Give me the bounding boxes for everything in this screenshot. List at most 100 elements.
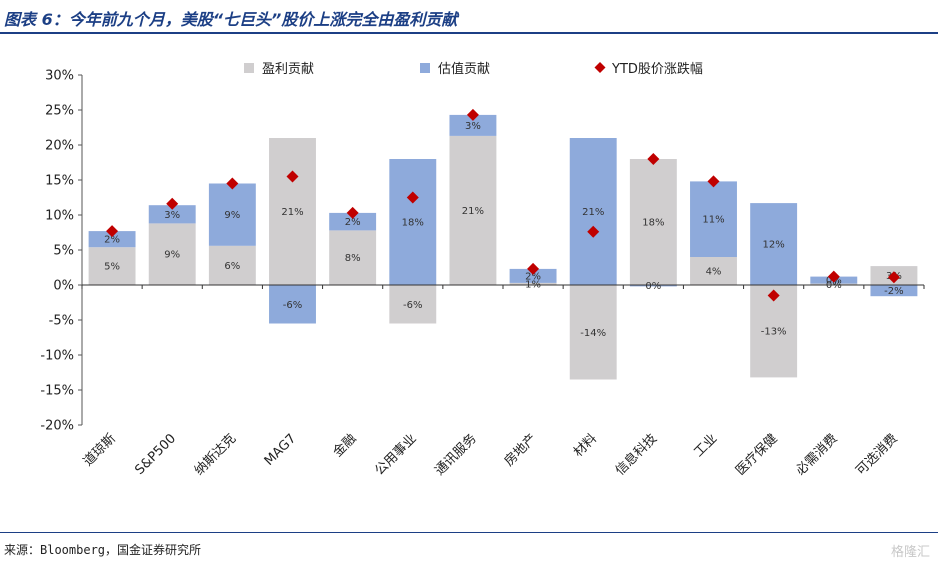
y-tick-label: 0% — [53, 279, 74, 294]
ytd-marker — [106, 225, 119, 238]
bar-valuation — [569, 138, 617, 285]
bar-earnings — [389, 285, 437, 324]
data-label-valuation: 12% — [763, 240, 785, 251]
bar-earnings — [569, 285, 617, 380]
ytd-marker — [226, 177, 239, 190]
x-category-label: 通讯服务 — [432, 431, 480, 479]
bar-earnings — [629, 159, 677, 285]
data-label-earnings: 18% — [642, 218, 664, 229]
bar-valuation — [449, 114, 497, 136]
data-label-valuation: 3% — [465, 121, 481, 132]
bar-valuation — [88, 231, 136, 248]
ytd-marker — [767, 289, 780, 302]
watermark: 格隆汇 — [890, 545, 930, 560]
y-tick-label: -20% — [40, 419, 74, 434]
data-label-earnings: 9% — [164, 250, 180, 261]
x-category-label: 房地产 — [501, 431, 540, 470]
bar-earnings — [449, 135, 497, 285]
x-category-label: MAG7 — [262, 431, 300, 469]
data-label-valuation: 2% — [525, 271, 541, 282]
bar-valuation — [690, 181, 737, 257]
data-label-earnings: 5% — [104, 262, 120, 273]
figure-title: 图表 6：今年前九个月，美股“七巨头”股价上涨完全由盈利贡献 — [4, 10, 458, 29]
data-label-valuation: 2% — [104, 235, 120, 246]
ytd-marker — [166, 197, 179, 210]
x-category-label: 道琼斯 — [81, 431, 119, 469]
bar-earnings — [208, 245, 256, 285]
legend-swatch-valuation — [420, 63, 430, 73]
plot-area: 30% 25% 20% 15% 10% 5% 0% -5% -10% -15% -20% 5% 2% 道琼… — [40, 69, 925, 479]
data-label-earnings: -13% — [761, 327, 787, 338]
y-tick-label: -5% — [49, 314, 74, 329]
bar-valuation — [389, 159, 437, 285]
bar-earnings — [509, 282, 557, 285]
bar-valuation — [329, 212, 377, 231]
x-category-label: S&P500 — [132, 431, 179, 478]
data-label-valuation: 0% — [645, 281, 661, 292]
bar-valuation — [148, 205, 196, 224]
x-category-label: 医疗保健 — [733, 431, 780, 478]
ytd-marker — [406, 191, 419, 204]
title-rule — [0, 32, 938, 34]
legend-label-earnings: 盈利贡献 — [262, 62, 314, 77]
y-tick-label: 20% — [45, 139, 74, 154]
legend-label-ytd: YTD股价涨跌幅 — [611, 61, 703, 77]
x-category-label: 材料 — [571, 431, 600, 460]
y-tick-label: 25% — [45, 104, 74, 119]
data-label-earnings: 21% — [281, 207, 303, 218]
ytd-marker — [286, 170, 299, 183]
ytd-marker — [346, 206, 359, 219]
bar-valuation — [750, 203, 798, 285]
data-label-valuation: 21% — [582, 207, 604, 218]
y-tick-label: 5% — [53, 244, 74, 259]
ytd-marker — [647, 153, 660, 165]
y-tick-label: 10% — [45, 209, 74, 224]
bar-valuation — [208, 183, 256, 246]
x-category-label: 必需消费 — [793, 431, 840, 478]
bar-earnings — [690, 257, 737, 285]
bar-valuation — [269, 285, 316, 324]
legend-swatch-earnings — [244, 63, 254, 73]
y-tick-label: 15% — [45, 174, 74, 189]
data-label-valuation: 2% — [345, 217, 361, 228]
data-label-earnings: -6% — [403, 300, 422, 311]
data-label-valuation: 9% — [224, 210, 240, 221]
y-tick-label: 30% — [45, 69, 74, 84]
bar-earnings — [329, 230, 377, 285]
ytd-marker — [827, 270, 840, 283]
x-category-label: 信息科技 — [612, 431, 660, 479]
x-category-label: 公用事业 — [372, 431, 419, 478]
footer-rule — [0, 532, 938, 533]
x-category-label: 工业 — [691, 431, 720, 460]
ytd-marker — [587, 225, 600, 238]
bar-valuation — [870, 285, 918, 297]
y-tick-label: -10% — [40, 349, 74, 364]
ytd-marker — [707, 175, 720, 188]
bar-earnings — [269, 138, 316, 285]
x-category-label: 金融 — [330, 431, 360, 461]
ytd-marker — [887, 271, 900, 284]
bar-earnings — [88, 247, 136, 285]
x-category-label: 纳斯达克 — [192, 431, 239, 478]
ytd-marker — [527, 262, 540, 275]
stacked-bar-chart: 30% 25% 20% 15% 10% 5% 0% -5% -10% -15% -20% 5% 2% 道琼… — [40, 61, 925, 479]
bar-valuation — [509, 268, 557, 283]
ytd-marker — [466, 108, 479, 121]
data-label-earnings: 6% — [224, 261, 240, 272]
bar-earnings — [810, 283, 858, 285]
data-label-earnings: -14% — [580, 328, 606, 339]
x-category-label: 可选消费 — [853, 431, 900, 478]
data-label-earnings: 4% — [706, 267, 722, 278]
data-label-valuation: 11% — [702, 215, 724, 226]
bar-earnings — [148, 223, 196, 285]
legend: 盈利贡献 估值贡献 YTD股价涨跌幅 — [244, 61, 703, 77]
legend-label-valuation: 估值贡献 — [438, 61, 490, 77]
y-tick-label: -15% — [40, 384, 74, 399]
legend-marker-ytd — [594, 62, 606, 73]
source-note: 来源：Bloomberg，国金证券研究所 — [4, 543, 202, 557]
data-label-earnings: 8% — [345, 253, 361, 264]
data-label-valuation: -2% — [884, 286, 903, 297]
data-label-valuation: 3% — [164, 210, 180, 221]
data-label-earnings: 21% — [462, 206, 484, 217]
data-label-valuation: 18% — [402, 218, 424, 229]
